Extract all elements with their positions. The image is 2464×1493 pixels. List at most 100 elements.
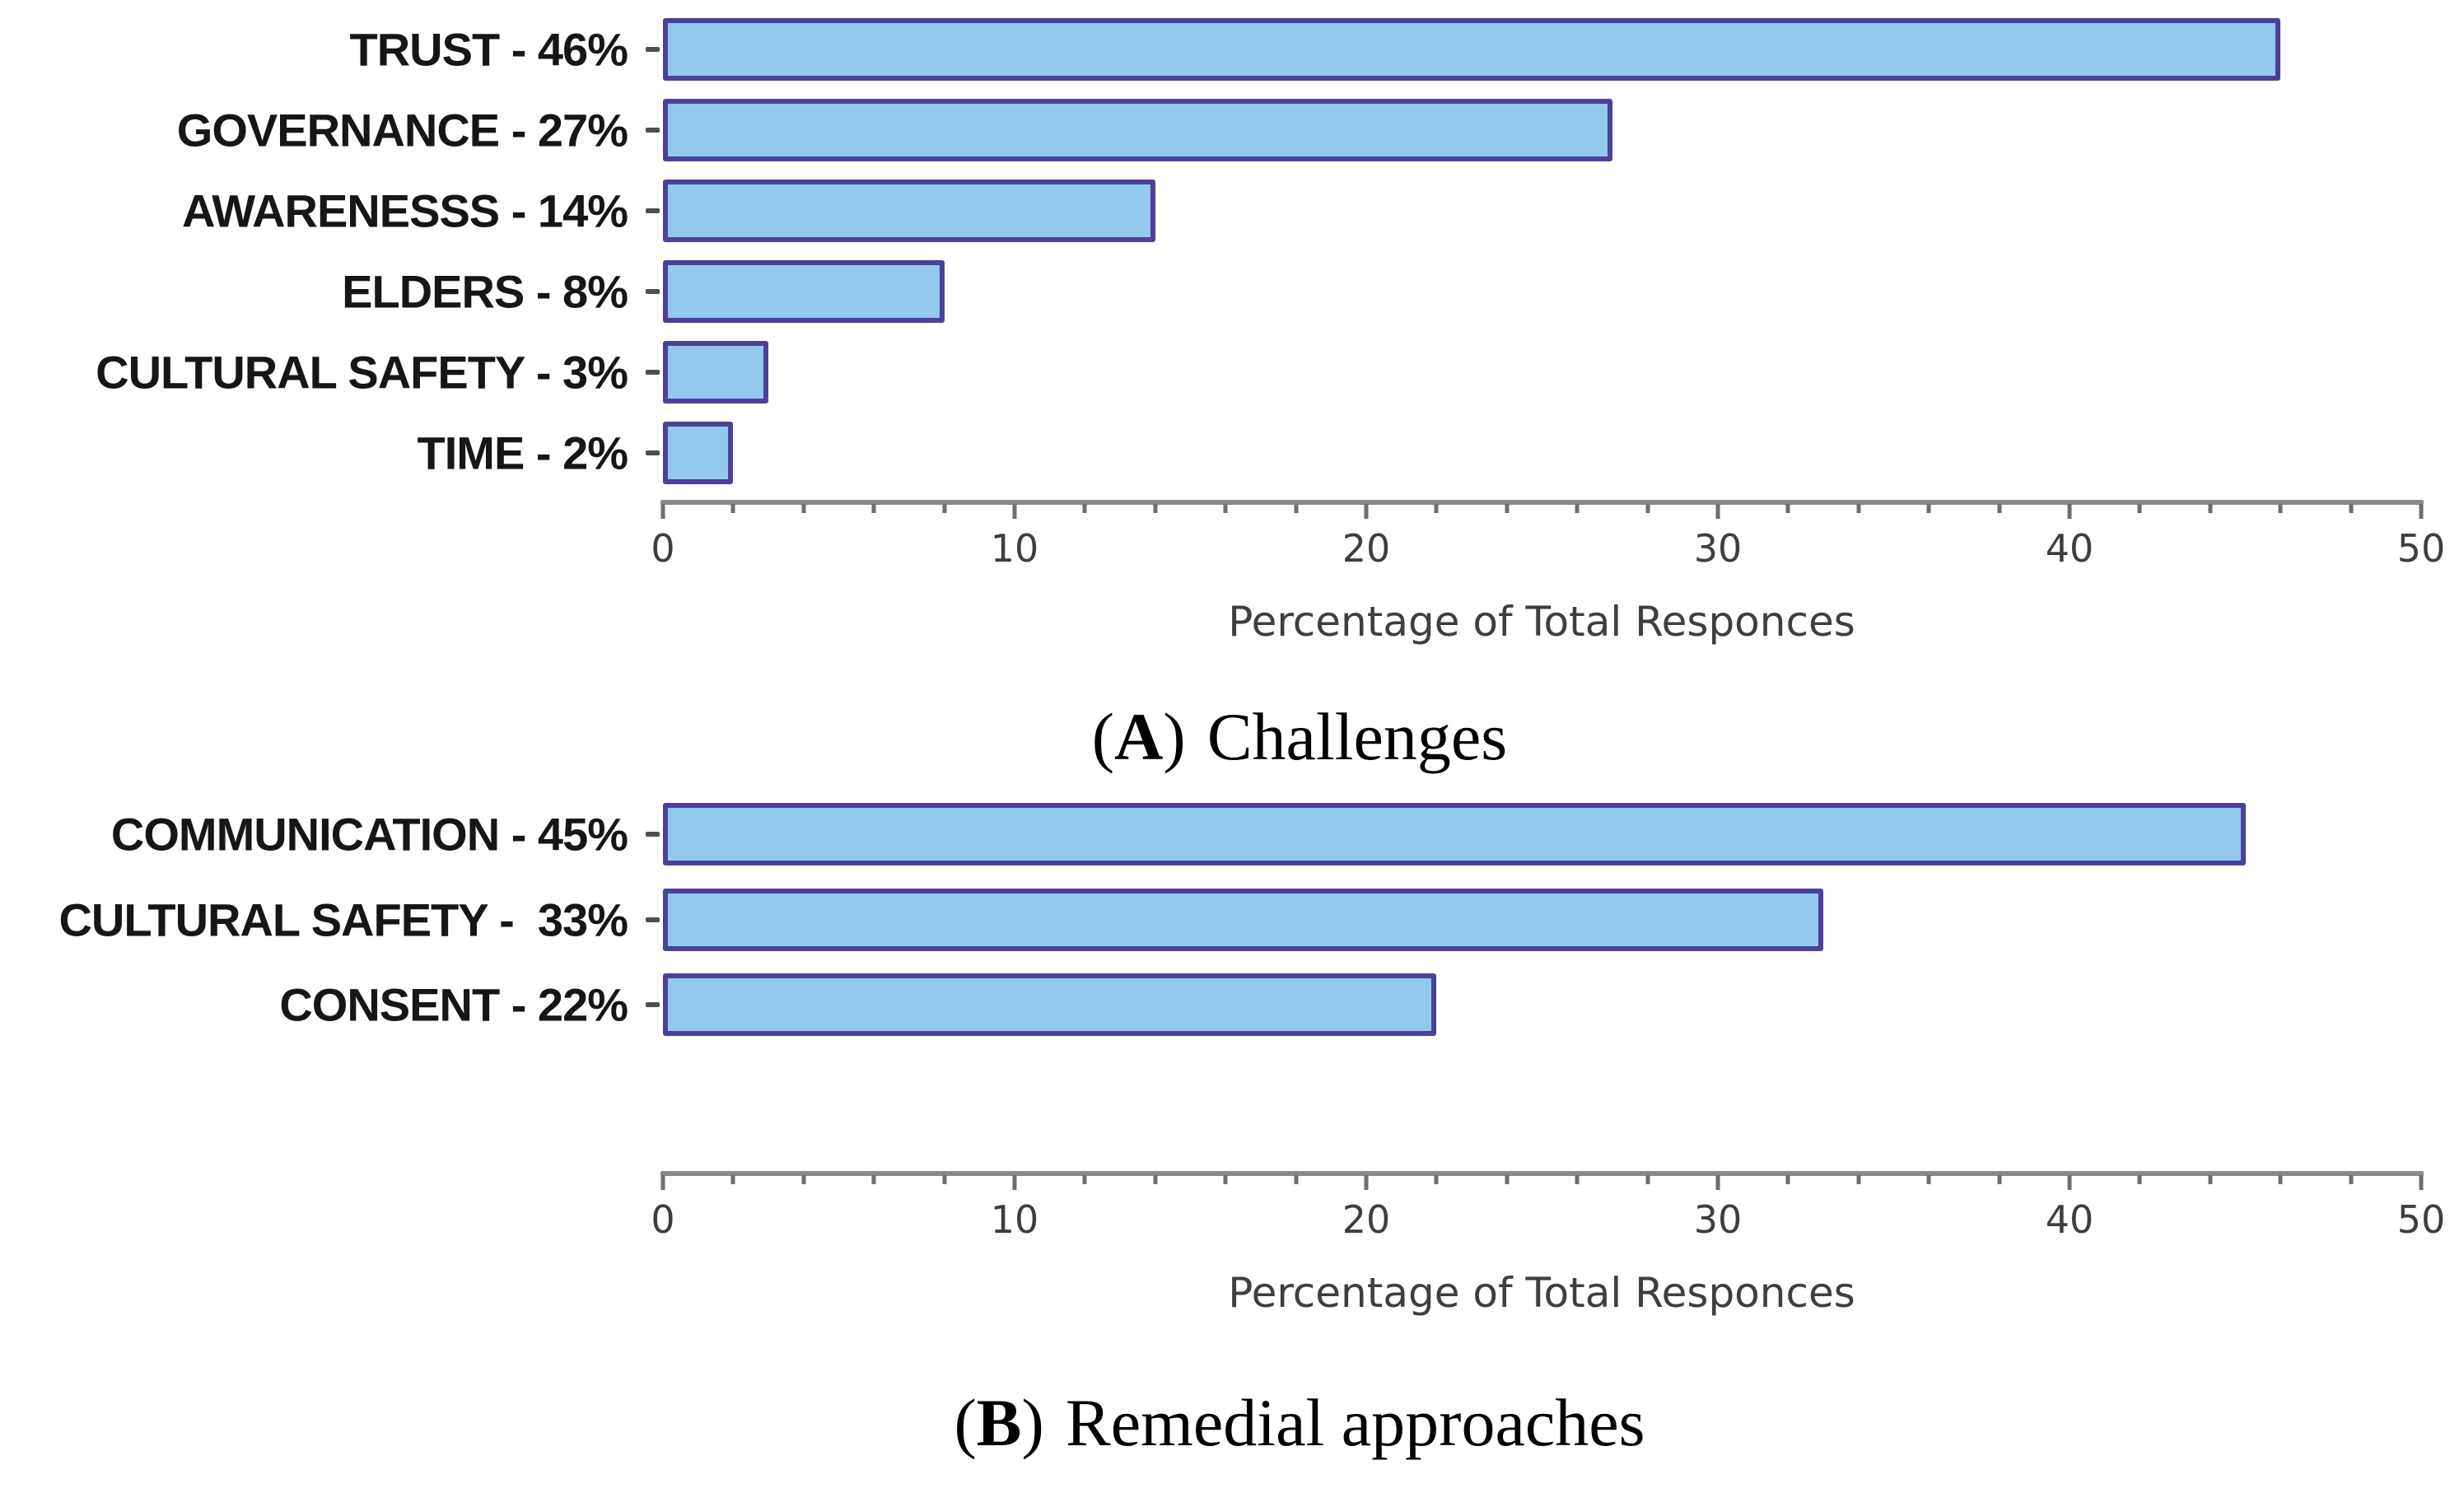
x-tick-label: 30: [1693, 1197, 1743, 1242]
x-minor-tick: [942, 1175, 947, 1184]
bar-row-cultural-safety-b: CULTURAL SAFETY - 33%: [0, 889, 2464, 951]
category-label: TRUST - 46%: [349, 23, 629, 76]
x-minor-tick: [1997, 504, 2002, 513]
bar-communication: [663, 803, 2246, 865]
x-minor-tick: [1785, 1175, 1790, 1184]
y-tick: [646, 47, 660, 52]
x-minor-tick: [1645, 1175, 1650, 1184]
x-tick-label: 10: [990, 526, 1039, 571]
bar-track: [663, 422, 2421, 484]
x-minor-tick: [871, 504, 876, 513]
x-minor-tick: [730, 504, 735, 513]
x-minor-tick: [1575, 1175, 1580, 1184]
x-tick-label: 20: [1342, 1197, 1391, 1242]
x-minor-tick: [1223, 504, 1228, 513]
bar-row-trust: TRUST - 46%: [0, 18, 2464, 81]
category-label: CULTURAL SAFETY - 3%: [96, 346, 628, 399]
x-minor-tick: [1505, 1175, 1510, 1184]
x-minor-tick: [1082, 504, 1087, 513]
x-minor-tick: [1997, 1175, 2002, 1184]
x-minor-tick: [2137, 504, 2142, 513]
bar-time: [663, 422, 734, 484]
x-minor-tick: [1856, 504, 1861, 513]
caption-close-paren: ): [1163, 699, 1186, 774]
x-major-tick: [1012, 1175, 1017, 1190]
bar-row-communication: COMMUNICATION - 45%: [0, 803, 2464, 865]
caption-open-paren: (: [954, 1385, 977, 1460]
x-major-tick: [1715, 504, 1720, 519]
bar-track: [663, 99, 2421, 161]
x-major-tick: [1364, 1175, 1369, 1190]
x-axis-line: [660, 500, 2424, 505]
bar-awareness: [663, 180, 1155, 242]
bar-row-awareness: AWARENESSS - 14%: [0, 180, 2464, 242]
bar-track: [663, 341, 2421, 404]
x-minor-tick: [1856, 1175, 1861, 1184]
bar-cultural-safety: [663, 341, 769, 404]
x-minor-tick: [2349, 1175, 2354, 1184]
y-tick: [646, 370, 660, 375]
bar-track: [663, 260, 2421, 323]
caption-b: (B) Remedial approaches: [954, 1384, 1645, 1462]
x-minor-tick: [2278, 1175, 2283, 1184]
bar-row-cultural-safety: CULTURAL SAFETY - 3%: [0, 341, 2464, 404]
bar-track: [663, 973, 2421, 1036]
x-minor-tick: [730, 1175, 735, 1184]
x-minor-tick: [801, 504, 806, 513]
x-minor-tick: [1575, 504, 1580, 513]
x-tick-label: 40: [2045, 1197, 2094, 1242]
bar-track: [663, 18, 2421, 81]
x-tick-label: 0: [651, 1197, 675, 1242]
x-minor-tick: [1153, 504, 1158, 513]
caption-text: Challenges: [1206, 699, 1508, 774]
bar-row-time: TIME - 2%: [0, 422, 2464, 484]
x-minor-tick: [1926, 504, 1931, 513]
x-minor-tick: [2208, 504, 2213, 513]
x-major-tick: [660, 504, 665, 519]
x-minor-tick: [2349, 504, 2354, 513]
bar-elders: [663, 260, 945, 323]
caption-text: Remedial approaches: [1066, 1385, 1645, 1460]
y-tick: [646, 208, 660, 213]
x-minor-tick: [1434, 1175, 1439, 1184]
bar-row-governance: GOVERNANCE - 27%: [0, 99, 2464, 161]
x-axis-label: Percentage of Total Responces: [1228, 1269, 1855, 1317]
category-label: AWARENESSS - 14%: [181, 184, 628, 237]
x-minor-tick: [1294, 1175, 1299, 1184]
x-tick-label: 50: [2396, 526, 2446, 571]
x-minor-tick: [801, 1175, 806, 1184]
x-major-tick: [2067, 504, 2072, 519]
x-minor-tick: [871, 1175, 876, 1184]
y-tick: [646, 832, 660, 837]
category-label: TIME - 2%: [417, 427, 628, 479]
x-tick-label: 20: [1342, 526, 1391, 571]
caption-letter: B: [976, 1385, 1022, 1460]
x-tick-label: 30: [1693, 526, 1743, 571]
x-tick-label: 10: [990, 1197, 1039, 1242]
bar-consent: [663, 973, 1437, 1036]
x-tick-label: 0: [651, 526, 675, 571]
x-minor-tick: [1082, 1175, 1087, 1184]
category-label: ELDERS - 8%: [342, 265, 628, 318]
x-major-tick: [2419, 1175, 2424, 1190]
x-minor-tick: [1505, 504, 1510, 513]
y-tick: [646, 1002, 660, 1007]
x-major-tick: [1715, 1175, 1720, 1190]
category-label: CONSENT - 22%: [279, 978, 628, 1031]
x-minor-tick: [1223, 1175, 1228, 1184]
y-tick: [646, 128, 660, 133]
caption-open-paren: (: [1091, 699, 1115, 774]
caption-close-paren: ): [1021, 1385, 1044, 1460]
x-minor-tick: [2208, 1175, 2213, 1184]
category-label: CULTURAL SAFETY - 33%: [58, 893, 628, 946]
bar-cultural-safety-b: [663, 889, 1824, 951]
x-axis: 0 10 20 30 40 50: [651, 1171, 2445, 1262]
x-major-tick: [1012, 504, 1017, 519]
x-axis-label: Percentage of Total Responces: [1228, 598, 1855, 646]
x-minor-tick: [1153, 1175, 1158, 1184]
category-label: GOVERNANCE - 27%: [176, 104, 628, 156]
x-minor-tick: [942, 504, 947, 513]
x-minor-tick: [1434, 504, 1439, 513]
x-minor-tick: [2137, 1175, 2142, 1184]
